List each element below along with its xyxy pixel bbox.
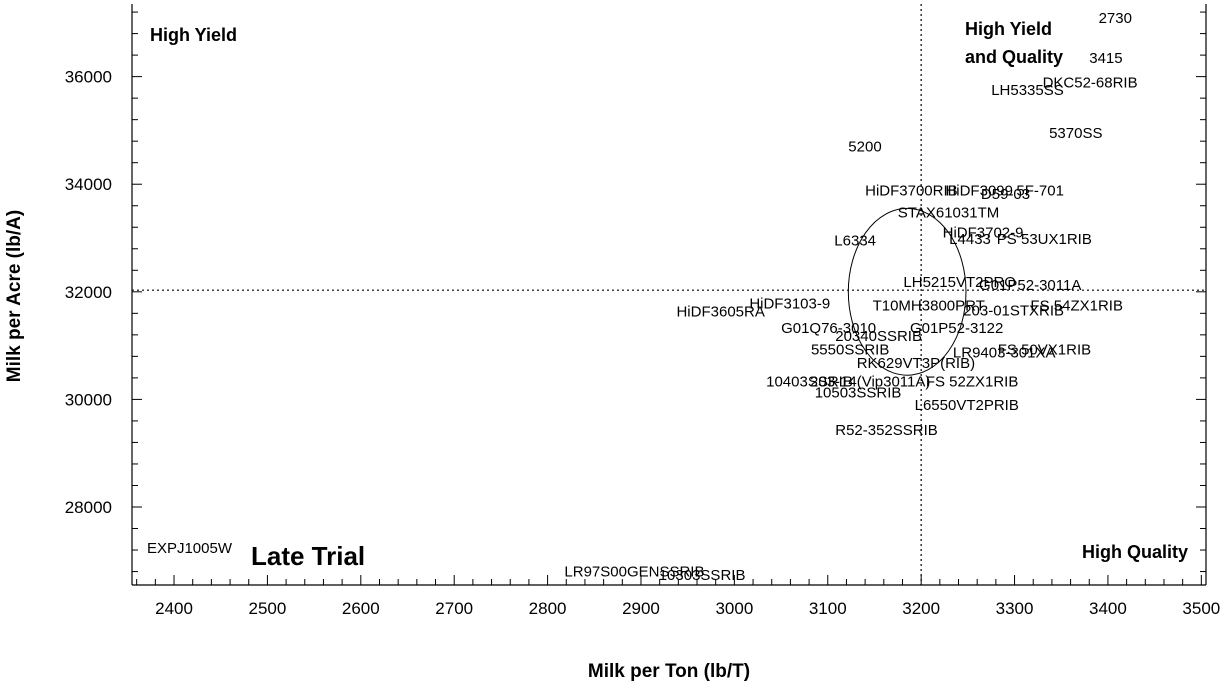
point-label: LH5335SS [991, 82, 1064, 99]
point-label: G01Q76-3010 [781, 320, 876, 337]
x-tick-label: 2700 [435, 599, 473, 618]
point-label: LR97S00GENSSRIB [564, 564, 704, 581]
point-label: 5550SSRIB [811, 341, 889, 358]
point-label: 2730 [1099, 10, 1132, 27]
x-tick-label: 2900 [622, 599, 660, 618]
point-label: PS 53UX1RIB [997, 231, 1092, 248]
x-tick-label: 2400 [155, 599, 193, 618]
point-label: STAX61031TM [898, 205, 999, 222]
y-tick-label: 28000 [65, 498, 112, 517]
quadrant-label-high-yield: High Yield [150, 25, 237, 45]
point-label: 5370SS [1049, 125, 1102, 142]
x-tick-label: 3500 [1182, 599, 1220, 618]
axis-ticks: 2400 2500 2600 2700 2800 2900 3000 3100 3200 3300… [65, 11, 1220, 618]
x-tick-label: 3000 [715, 599, 753, 618]
point-label: HiDF3702-9 [943, 225, 1024, 242]
y-tick-label: 36000 [65, 68, 112, 87]
axes [131, 4, 1207, 586]
quadrant-label-high-yield-quality-line1: High Yield [965, 19, 1052, 39]
point-label: DKC52-68RIB [1043, 75, 1138, 92]
x-tick-label: 2500 [249, 599, 287, 618]
point-label: D59-03 [981, 186, 1030, 203]
point-label: HiDF3605RA [676, 304, 764, 321]
x-axis-title: Milk per Ton (lb/T) [588, 661, 750, 682]
x-tick-label: 3200 [902, 599, 940, 618]
point-label: HiDF3099 [945, 183, 1013, 200]
quadrant-label-high-yield-quality-line2: and Quality [965, 47, 1063, 67]
quadrant-label-late-trial: Late Trial [251, 541, 365, 571]
point-label: HiDF3700RIB [865, 183, 958, 200]
quadrant-label-high-quality: High Quality [1082, 542, 1188, 562]
point-label: RK629VT3P(RIB) [857, 355, 975, 372]
x-tick-label: 3300 [996, 599, 1034, 618]
confidence-ellipse [847, 207, 967, 376]
point-label: EXPJ1005W [147, 540, 233, 557]
point-label: G01P52-3122 [910, 320, 1003, 337]
point-label: 10403SSRIB [766, 374, 853, 391]
y-tick-label: 32000 [65, 283, 112, 302]
point-label: 3415 [1089, 50, 1122, 67]
point-label: R52-352SSRIB [835, 422, 938, 439]
point-label: FS 52ZX1RIB [926, 374, 1019, 391]
point-label: FS 50VX1RIB [998, 341, 1091, 358]
y-axis-title: Milk per Acre (lb/A) [4, 210, 25, 382]
x-tick-label: 3100 [809, 599, 847, 618]
point-label: 10503SSRIB [815, 384, 902, 401]
y-tick-label: 30000 [65, 390, 112, 409]
point-label: LH5215VT2PRO [903, 274, 1016, 291]
point-label: LR9403-301XA [953, 345, 1056, 362]
point-label: L6550VT2PRIB [915, 397, 1019, 414]
point-label: L4433 [949, 231, 991, 248]
point-label: 203-14(Vip3011A) [810, 374, 930, 391]
point-label: G01P52-3011A [979, 277, 1081, 294]
point-label: 5200 [848, 139, 881, 156]
point-label: 20340SSRIB [835, 328, 922, 345]
point-label: T10MH3800PRT [873, 297, 985, 314]
y-tick-label: 34000 [65, 175, 112, 194]
x-tick-label: 3400 [1089, 599, 1127, 618]
point-label: FS 54ZX1RIB [1030, 297, 1123, 314]
ellipse-outline [847, 207, 967, 376]
point-label: HiDF3103-9 [749, 296, 830, 313]
x-tick-label: 2600 [342, 599, 380, 618]
x-tick-label: 2800 [529, 599, 567, 618]
point-label: 203-01STXRIB [963, 303, 1064, 320]
reference-lines [132, 4, 1206, 585]
point-label: L6334 [834, 233, 876, 250]
point-label: 10303SSRIB [659, 567, 746, 584]
point-label: 5F-701 [1016, 183, 1064, 200]
quadrant-labels: High Yield High Yield and Quality Late T… [150, 19, 1188, 571]
